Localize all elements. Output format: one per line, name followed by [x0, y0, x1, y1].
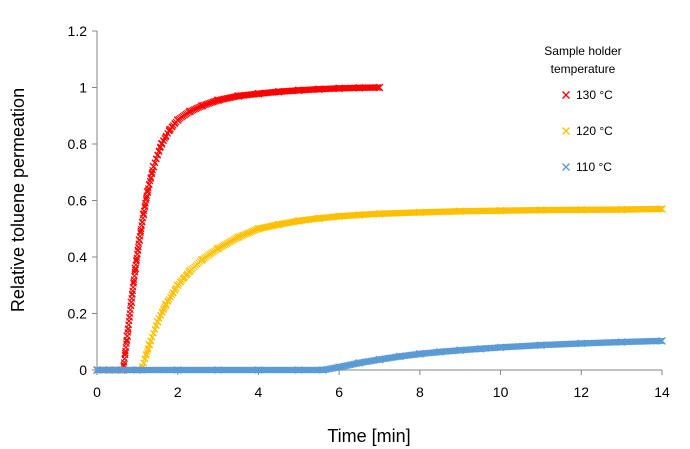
y-tick-label: 0.2	[68, 306, 88, 322]
trace-marker	[148, 169, 156, 176]
trace-marker	[156, 144, 164, 152]
trace-marker	[171, 119, 179, 127]
trace-marker	[144, 346, 152, 354]
x-tick-label: 6	[335, 384, 343, 400]
legend-item: 120 °C	[562, 124, 613, 138]
trace-marker	[148, 333, 156, 341]
trace-marker	[120, 361, 128, 369]
x-tick-label: 10	[493, 384, 509, 400]
y-tick-label: 1	[79, 80, 87, 96]
trace-marker	[139, 214, 147, 222]
legend-item: 130 °C	[562, 88, 613, 102]
trace-marker	[169, 289, 177, 297]
legend-marker-icon	[562, 163, 570, 171]
trace-marker	[141, 202, 149, 209]
trace-marker	[144, 186, 152, 194]
trace-marker	[123, 337, 131, 345]
legend-item: 110 °C	[562, 160, 612, 174]
trace-marker	[137, 227, 145, 235]
trace-marker	[657, 337, 664, 345]
trace-marker	[374, 84, 382, 91]
y-tick-label: 0	[79, 362, 87, 378]
series-120c	[93, 205, 666, 374]
trace-marker	[160, 305, 168, 312]
legend-label: 110 °C	[576, 160, 612, 174]
x-tick-label: 4	[255, 384, 263, 400]
x-tick-label: 12	[573, 384, 589, 400]
trace-marker	[373, 84, 381, 91]
y-axis-ticks: 0 0.2 0.4 0.6 0.8 1 1.2	[68, 23, 97, 378]
x-tick-label: 0	[93, 384, 101, 400]
trace-marker	[135, 240, 143, 247]
x-axis-ticks: 0 2 4 6 8 10 12 14	[93, 370, 670, 400]
legend-title-line1: Sample holder	[544, 44, 621, 58]
x-tick-label: 14	[654, 384, 670, 400]
series-110c	[93, 336, 666, 374]
legend-marker-icon	[562, 127, 570, 135]
trace-marker	[183, 271, 191, 279]
legend: Sample holder temperature 130 °C 120 °C 11…	[544, 44, 621, 174]
trace-marker	[131, 268, 139, 276]
trace-marker	[157, 311, 165, 319]
legend-items: 130 °C 120 °C 110 °C	[562, 88, 613, 174]
legend-label: 130 °C	[576, 88, 613, 102]
trace-marker	[150, 329, 157, 337]
trace-marker	[160, 137, 167, 144]
trace-marker	[164, 297, 172, 305]
trace-marker	[141, 355, 149, 363]
trace-marker	[149, 166, 157, 174]
trace-marker	[154, 151, 161, 159]
trace-marker	[143, 192, 151, 200]
legend-marker-icon	[562, 91, 570, 99]
x-tick-label: 8	[416, 384, 424, 400]
y-axis-title: Relative toluene permeation	[8, 88, 28, 312]
trace-marker	[158, 308, 166, 316]
trace-marker	[376, 84, 383, 91]
x-tick-label: 2	[174, 384, 182, 400]
y-tick-label: 0.4	[68, 249, 88, 265]
trace-marker	[655, 337, 663, 345]
trace-marker	[155, 148, 163, 155]
trace-marker	[127, 302, 135, 310]
trace-marker	[121, 349, 129, 357]
trace-marker	[658, 205, 666, 213]
trace-marker	[143, 350, 150, 358]
plot-area: 0 0.2 0.4 0.6 0.8 1 1.2 0 2 4 6 8 10 12 14	[68, 23, 670, 400]
series-130c	[93, 83, 384, 374]
trace-marker	[151, 159, 159, 167]
trace-marker	[140, 359, 148, 367]
trace-marker	[123, 336, 131, 344]
trace-marker	[167, 293, 174, 301]
y-tick-label: 0.8	[68, 136, 88, 152]
trace-marker	[143, 348, 151, 356]
trace-marker	[658, 337, 666, 345]
trace-marker	[144, 344, 152, 352]
legend-title-line2: temperature	[551, 62, 616, 76]
trace-marker	[151, 326, 159, 333]
trace-marker	[164, 130, 172, 137]
trace-marker	[655, 205, 663, 213]
x-axis-title: Time [min]	[327, 426, 410, 446]
trace-marker	[171, 285, 179, 293]
trace-marker	[142, 352, 150, 359]
trace-marker	[155, 315, 163, 322]
series-layer	[93, 83, 666, 374]
trace-marker	[152, 322, 160, 330]
trace-marker	[152, 155, 160, 163]
y-tick-label: 1.2	[68, 23, 88, 39]
trace-marker	[147, 337, 155, 345]
trace-marker	[162, 133, 169, 141]
y-tick-label: 0.6	[68, 193, 88, 209]
legend-label: 120 °C	[576, 124, 613, 138]
trace-marker	[657, 205, 664, 213]
trace-marker	[143, 194, 150, 202]
